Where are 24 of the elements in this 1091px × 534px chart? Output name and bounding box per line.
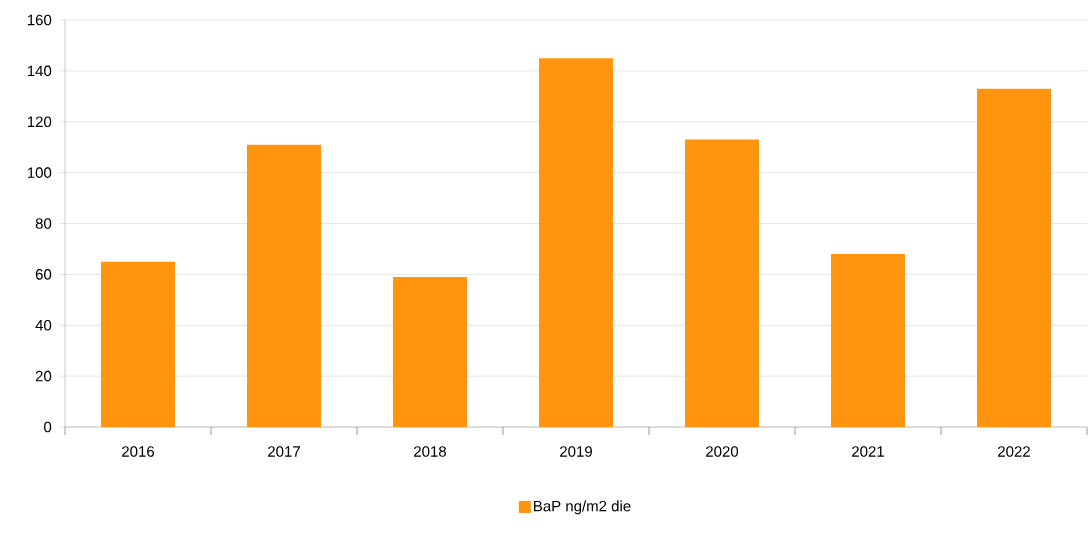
x-tick-label: 2016 xyxy=(122,446,155,457)
y-tick-label: 120 xyxy=(27,116,52,128)
bar xyxy=(685,139,759,427)
bar xyxy=(977,88,1051,427)
y-tick-label: 20 xyxy=(35,370,52,382)
x-tick-label: 2019 xyxy=(560,446,592,457)
y-tick-label: 140 xyxy=(27,65,52,77)
x-tick-label: 2021 xyxy=(852,446,884,457)
y-tick-label: 60 xyxy=(35,269,52,280)
bar xyxy=(393,276,467,427)
bar xyxy=(539,58,613,427)
x-tick-label: 2018 xyxy=(414,446,447,457)
y-tick-label: 40 xyxy=(35,319,52,331)
bar xyxy=(247,144,321,427)
y-tick-label: 100 xyxy=(27,167,52,178)
x-tick-label: 2022 xyxy=(998,446,1030,457)
y-tick-label: 80 xyxy=(35,218,52,229)
x-tick-label: 2017 xyxy=(268,446,300,457)
bar xyxy=(831,254,905,427)
legend-label: BaP ng/m2 die xyxy=(534,500,631,515)
bar xyxy=(101,261,175,427)
y-tick-label: 160 xyxy=(27,14,52,26)
y-tick-label: 0 xyxy=(44,421,52,433)
x-tick-label: 2020 xyxy=(706,446,739,457)
